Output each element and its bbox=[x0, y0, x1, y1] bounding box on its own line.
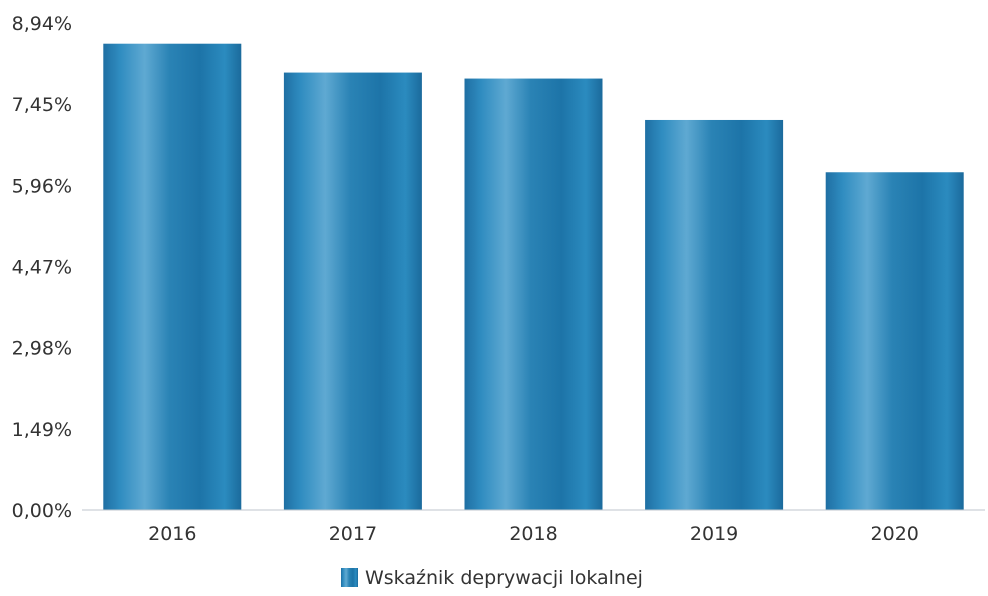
legend-swatch bbox=[341, 568, 358, 587]
x-tick-label: 2020 bbox=[871, 523, 919, 545]
bar bbox=[103, 43, 242, 510]
y-axis: 0,00% 1,49% 2,98% 4,47% 5,96% 7,45% 8,94% bbox=[12, 13, 72, 522]
legend: Wskaźnik deprywacji lokalnej bbox=[341, 567, 643, 589]
bar bbox=[645, 119, 784, 510]
y-tick-label: 4,47% bbox=[12, 257, 72, 279]
legend-label: Wskaźnik deprywacji lokalnej bbox=[365, 567, 643, 589]
bar bbox=[825, 172, 964, 510]
x-axis: 2016 2017 2018 2019 2020 bbox=[82, 509, 985, 545]
y-tick-label: 2,98% bbox=[12, 338, 72, 360]
bar bbox=[283, 72, 422, 510]
x-tick-label: 2019 bbox=[690, 523, 738, 545]
y-tick-label: 1,49% bbox=[12, 419, 72, 441]
y-tick-label: 7,45% bbox=[12, 94, 72, 116]
y-tick-label: 8,94% bbox=[12, 13, 72, 35]
y-tick-label: 5,96% bbox=[12, 175, 72, 197]
x-tick-label: 2017 bbox=[329, 523, 377, 545]
x-tick-label: 2016 bbox=[148, 523, 196, 545]
y-tick-label: 0,00% bbox=[12, 500, 72, 522]
bar bbox=[464, 78, 603, 511]
x-tick-label: 2018 bbox=[509, 523, 557, 545]
bars bbox=[103, 43, 964, 511]
